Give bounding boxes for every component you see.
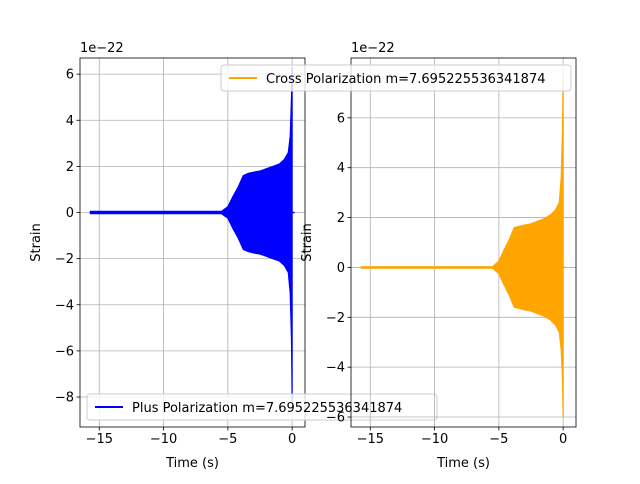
legend-box <box>220 64 572 92</box>
y-tick-label: 4 <box>66 114 74 129</box>
y-tick-label: 6 <box>66 68 74 83</box>
y-axis-label: Strain <box>300 223 315 262</box>
x-tick-label: 0 <box>288 432 296 447</box>
legend: Cross Polarization m=7.695225536341874 <box>220 64 572 92</box>
subplot-1: −15 −10 −5 0 −8 −6 −4 −2 0 2 4 6 Time (s) Strain 1e−22… <box>29 41 438 471</box>
x-axis-label: Time (s) <box>165 456 219 471</box>
x-tick-label: −10 <box>421 432 448 447</box>
y-tick-label: 6 <box>337 111 345 126</box>
subplot-2: −15 −10 −5 0 −6 −4 −2 0 2 4 6 Time (s) Strain 1e−22 Cr… <box>220 41 577 471</box>
series-waveform <box>89 66 293 403</box>
series-waveform <box>360 74 564 418</box>
y-axis-label: Strain <box>29 223 44 262</box>
axes-frame <box>79 57 306 428</box>
axes-frame <box>350 57 577 428</box>
axis-offset-label: 1e−22 <box>80 41 124 56</box>
x-tick-label: −5 <box>489 432 508 447</box>
y-tick-label: −4 <box>326 361 345 376</box>
legend-label: Cross Polarization m=7.695225536341874 <box>266 72 545 87</box>
x-tick-label: −5 <box>218 432 237 447</box>
x-tick-label: −10 <box>150 432 177 447</box>
y-tick-label: −4 <box>55 298 74 313</box>
legend-label: Plus Polarization m=7.695225536341874 <box>132 401 402 416</box>
y-tick-label: −2 <box>55 252 74 267</box>
y-tick-label: −8 <box>55 391 74 406</box>
y-tick-label: −6 <box>326 411 345 426</box>
y-tick-label: 0 <box>66 206 74 221</box>
y-tick-label: −6 <box>55 344 74 359</box>
y-tick-label: −2 <box>326 311 345 326</box>
axis-offset-label: 1e−22 <box>351 41 395 56</box>
legend: Plus Polarization m=7.695225536341874 <box>86 393 438 421</box>
y-tick-label: 2 <box>337 211 345 226</box>
y-tick-label: 4 <box>337 161 345 176</box>
x-tick-label: −15 <box>357 432 384 447</box>
y-tick-label: 0 <box>337 261 345 276</box>
legend-box <box>86 393 438 421</box>
x-tick-label: −15 <box>86 432 113 447</box>
y-tick-label: 2 <box>66 160 74 175</box>
x-axis-label: Time (s) <box>436 456 490 471</box>
x-tick-label: 0 <box>559 432 567 447</box>
